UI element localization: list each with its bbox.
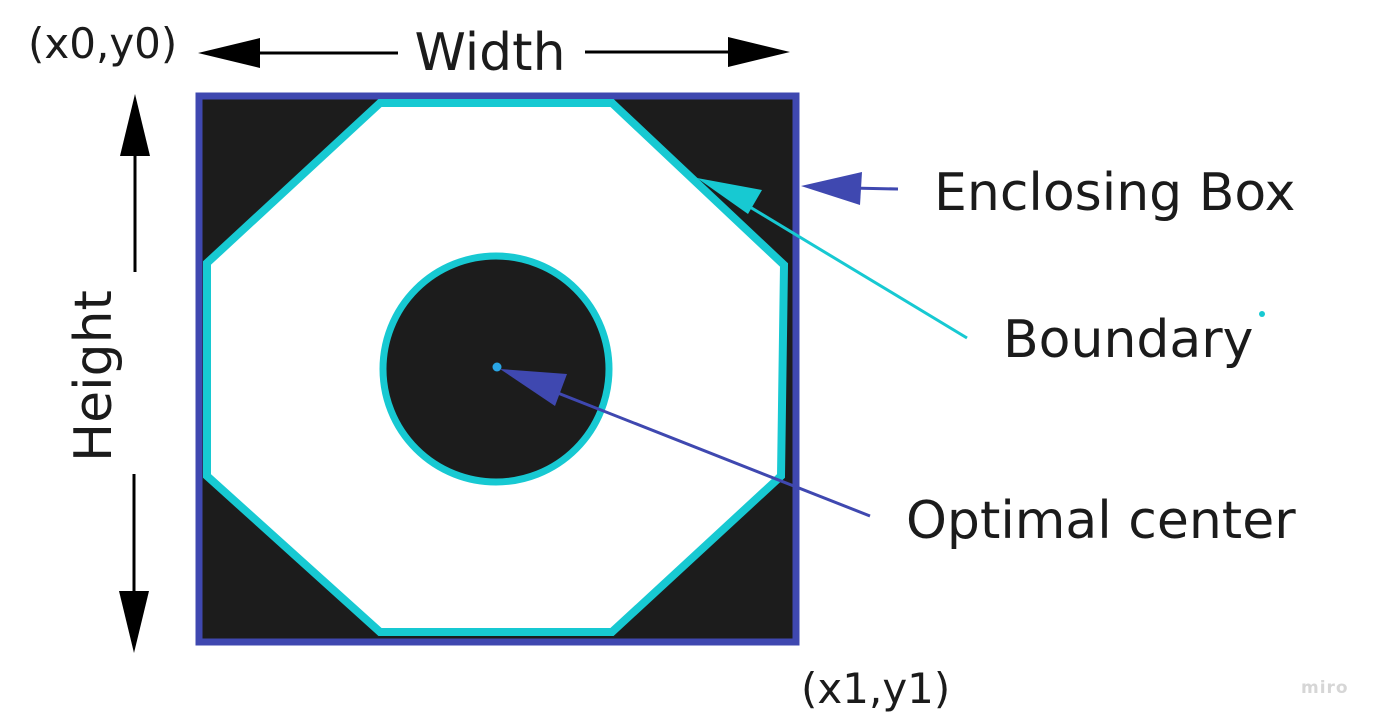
width-label: Width (414, 23, 565, 83)
boundary-pointer (697, 178, 968, 340)
boundary-label: Boundary (1003, 310, 1253, 370)
boundary-dot (1259, 311, 1265, 317)
enclosing-box-pointer (801, 172, 899, 205)
optimal-center-pointer (500, 369, 871, 518)
width-arrow (198, 37, 790, 68)
optimal-center-point (492, 362, 502, 372)
enclosing-box-label: Enclosing Box (934, 163, 1295, 223)
height-label: Height (64, 290, 124, 462)
optimal-center-label: Optimal center (906, 491, 1296, 551)
miro-watermark: miro (1301, 678, 1349, 698)
height-arrow (119, 94, 150, 653)
bottom-right-coordinate: (x1,y1) (801, 664, 950, 713)
top-left-coordinate: (x0,y0) (28, 19, 177, 68)
